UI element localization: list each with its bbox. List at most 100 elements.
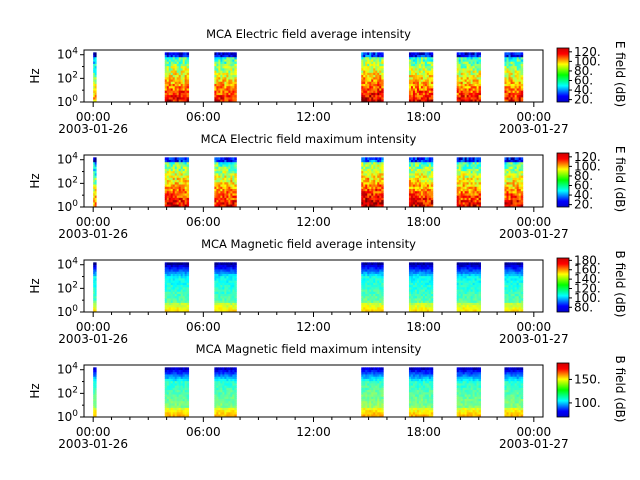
data-cell xyxy=(170,170,174,174)
data-cell xyxy=(375,72,378,76)
data-cell xyxy=(363,300,366,303)
data-cell xyxy=(164,56,168,60)
data-cell xyxy=(458,181,462,185)
data-cell xyxy=(424,157,428,160)
data-cell xyxy=(418,306,422,310)
data-cell xyxy=(232,61,235,64)
data-cell xyxy=(93,193,96,196)
data-cell xyxy=(228,181,231,185)
data-cell xyxy=(234,65,237,69)
data-cell xyxy=(416,65,420,69)
data-cell xyxy=(470,67,474,71)
data-cell xyxy=(379,199,382,203)
data-cell xyxy=(474,266,477,270)
data-cell xyxy=(514,201,518,205)
data-cell xyxy=(512,284,516,288)
data-cell xyxy=(514,300,518,303)
data-cell xyxy=(168,277,172,281)
data-cell xyxy=(408,304,412,308)
data-cell xyxy=(416,76,420,80)
data-cell xyxy=(516,201,520,205)
data-cell xyxy=(168,164,172,167)
data-cell xyxy=(164,90,168,93)
data-cell xyxy=(226,88,229,91)
data-cell xyxy=(214,54,217,58)
data-cell xyxy=(184,175,188,178)
data-cell xyxy=(472,197,476,201)
data-cell xyxy=(468,61,472,64)
data-cell xyxy=(170,282,174,286)
data-cell xyxy=(458,56,462,60)
data-cell xyxy=(379,195,382,198)
data-cell xyxy=(478,81,481,84)
data-cell xyxy=(375,67,378,71)
data-cell xyxy=(462,280,466,283)
data-cell xyxy=(367,90,370,93)
data-cell xyxy=(381,184,384,187)
data-cell xyxy=(476,170,479,174)
x-tick-label: 00:00 xyxy=(517,320,552,334)
data-cell xyxy=(228,293,231,297)
data-cell xyxy=(418,186,422,189)
data-cell xyxy=(476,201,479,205)
data-cell xyxy=(472,94,476,98)
data-cell xyxy=(166,199,170,203)
data-cell xyxy=(375,52,378,55)
data-cell xyxy=(506,175,509,178)
data-cell xyxy=(94,74,97,78)
data-cell xyxy=(508,293,511,297)
data-cell xyxy=(514,164,518,167)
data-cell xyxy=(365,199,368,203)
data-cell xyxy=(176,262,180,265)
data-cell xyxy=(418,92,422,96)
data-cell xyxy=(468,164,472,167)
data-cell xyxy=(176,90,180,93)
data-cell xyxy=(512,90,516,93)
data-cell xyxy=(478,63,481,67)
data-cell xyxy=(186,199,190,203)
data-cell xyxy=(410,90,414,93)
data-cell xyxy=(369,157,372,160)
data-cell xyxy=(512,177,516,181)
data-cell xyxy=(222,197,225,201)
data-cell xyxy=(474,293,477,297)
data-cell xyxy=(424,92,428,96)
data-cell xyxy=(418,277,422,281)
data-cell xyxy=(93,90,96,93)
data-cell xyxy=(478,293,481,297)
data-cell xyxy=(228,295,231,299)
data-cell xyxy=(412,161,416,165)
data-cell xyxy=(176,385,180,388)
data-cell xyxy=(464,168,468,172)
data-cell xyxy=(228,306,231,310)
data-cell xyxy=(184,99,188,102)
data-cell xyxy=(93,403,96,406)
data-cell xyxy=(230,184,233,187)
data-cell xyxy=(172,175,176,178)
data-cell xyxy=(514,157,518,160)
data-cell xyxy=(222,83,225,87)
data-cell xyxy=(170,374,174,377)
data-cell xyxy=(381,271,384,274)
data-cell xyxy=(182,72,186,76)
data-cell xyxy=(224,269,227,272)
data-cell xyxy=(412,300,416,303)
data-cell xyxy=(375,96,378,100)
data-cell xyxy=(222,63,225,67)
data-cell xyxy=(164,157,168,160)
data-cell xyxy=(510,166,513,169)
data-cell xyxy=(464,195,468,198)
data-cell xyxy=(504,65,507,69)
data-cell xyxy=(234,85,237,89)
data-cell xyxy=(426,177,430,181)
data-cell xyxy=(93,54,96,58)
data-cell xyxy=(93,277,96,281)
data-cell xyxy=(468,92,472,96)
data-cell xyxy=(508,172,511,176)
data-cell xyxy=(456,85,460,89)
data-cell xyxy=(381,300,384,303)
data-cell xyxy=(234,61,237,64)
data-cell xyxy=(168,79,172,82)
data-cell xyxy=(474,61,477,64)
data-cell xyxy=(516,179,520,183)
